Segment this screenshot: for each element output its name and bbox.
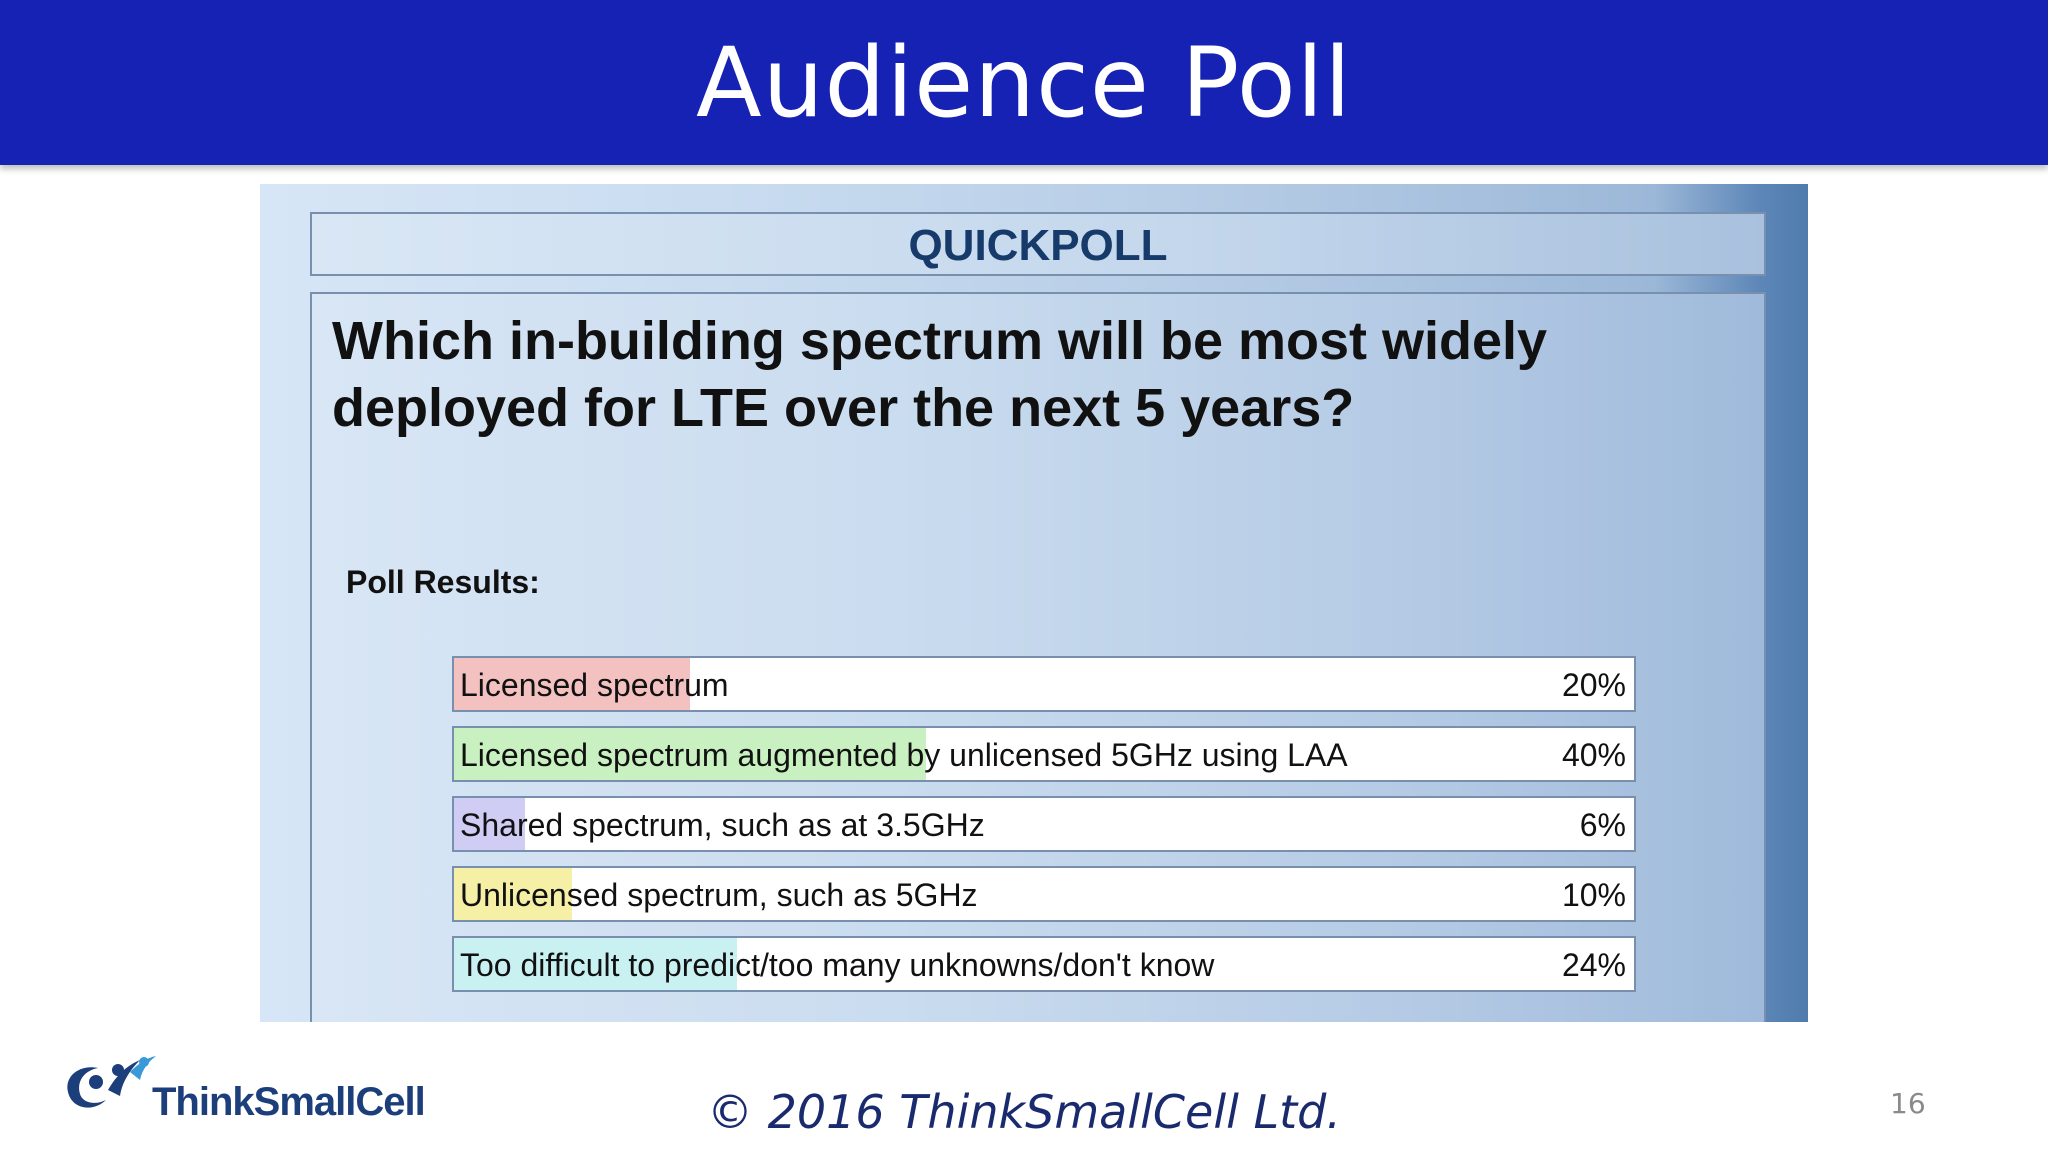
slide-title: Audience Poll bbox=[696, 27, 1352, 139]
result-label: Licensed spectrum augmented by unlicense… bbox=[460, 737, 1348, 773]
result-row-licensed-laa: Licensed spectrum augmented by unlicense… bbox=[452, 726, 1636, 782]
logo-text: ThinkSmallCell bbox=[152, 1080, 426, 1124]
poll-results-label: Poll Results: bbox=[346, 564, 540, 600]
result-fill-bar bbox=[454, 728, 926, 780]
result-fill-bar bbox=[454, 868, 572, 920]
copyright-footer: © 2016 ThinkSmallCell Ltd. bbox=[707, 1085, 1341, 1139]
result-fill-bar bbox=[454, 938, 738, 990]
poll-question: Which in-building spectrum will be most … bbox=[332, 311, 1548, 438]
result-fill-bar bbox=[454, 798, 525, 850]
question-panel: Which in-building spectrum will be most … bbox=[310, 292, 1766, 1022]
result-percent: 10% bbox=[1561, 877, 1626, 913]
result-row-shared: Shared spectrum, such as at 3.5GHz 6% bbox=[452, 796, 1636, 852]
result-label: Too difficult to predict/too many unknow… bbox=[460, 947, 1215, 983]
thinksmallcell-logo: ThinkSmallCell bbox=[60, 1050, 440, 1124]
result-label: Unlicensed spectrum, such as 5GHz bbox=[460, 877, 978, 913]
result-fill-bar bbox=[454, 658, 690, 710]
quickpoll-header-box: QUICKPOLL bbox=[310, 212, 1766, 276]
people-swoosh-icon bbox=[67, 1056, 156, 1108]
result-percent: 24% bbox=[1561, 947, 1626, 983]
page-number: 16 bbox=[1890, 1087, 1926, 1120]
result-label: Shared spectrum, such as at 3.5GHz bbox=[460, 807, 985, 843]
quickpoll-title: QUICKPOLL bbox=[908, 221, 1168, 270]
result-percent: 20% bbox=[1561, 667, 1626, 703]
slide-header: Audience Poll bbox=[0, 0, 2048, 165]
result-row-unlicensed: Unlicensed spectrum, such as 5GHz 10% bbox=[452, 866, 1636, 922]
result-row-licensed: Licensed spectrum 20% bbox=[452, 656, 1636, 712]
result-label: Licensed spectrum bbox=[460, 667, 729, 703]
poll-screenshot: QUICKPOLL Which in-building spectrum wil… bbox=[260, 184, 1808, 1022]
result-percent: 6% bbox=[1579, 807, 1626, 843]
result-percent: 40% bbox=[1561, 737, 1626, 773]
result-row-dont-know: Too difficult to predict/too many unknow… bbox=[452, 936, 1636, 992]
